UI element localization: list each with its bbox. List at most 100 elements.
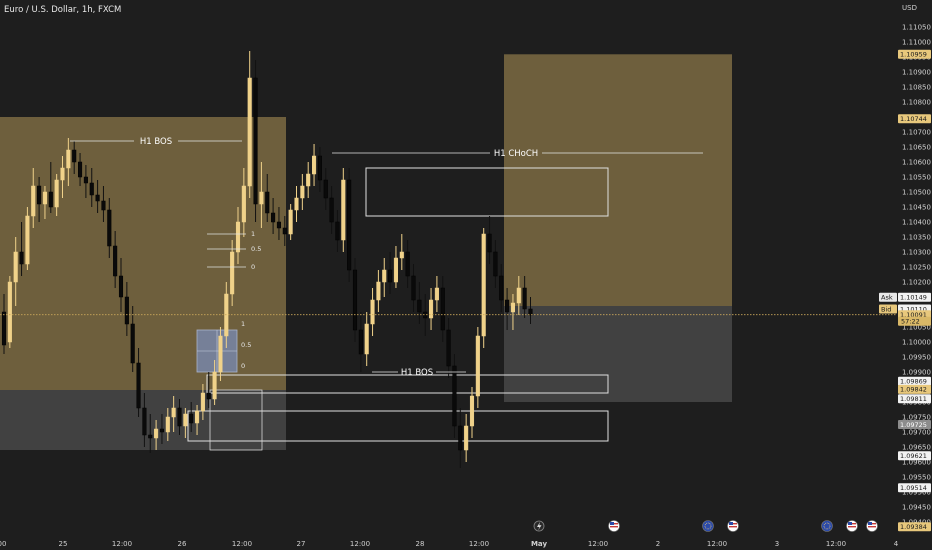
candle-body (154, 428, 159, 439)
fib-upper-label: 0.5 (251, 245, 261, 253)
chart-title: Euro / U.S. Dollar, 1h, FXCM (4, 5, 121, 15)
candle-body (352, 269, 358, 331)
price-badge (898, 451, 931, 461)
price-tick-label: 1.11050 (902, 24, 931, 32)
candle-body (66, 149, 71, 169)
time-tick-label: 3 (775, 540, 779, 548)
price-badge-label: 1.10091 (900, 311, 927, 319)
candle-body (505, 299, 510, 313)
candle-body (177, 407, 182, 427)
price-tick-label: 1.10600 (902, 159, 931, 167)
ask-label: Ask (881, 294, 893, 302)
price-badge-label: 1.09621 (900, 452, 927, 460)
candle-body (235, 221, 241, 253)
us-flag-icon (727, 520, 739, 532)
candle-body (142, 407, 147, 436)
candle-body (78, 161, 83, 178)
countdown-badge (898, 316, 931, 326)
price-tick-label: 1.11000 (902, 39, 931, 47)
flag-circle (702, 520, 714, 532)
price-badge-label: 1.09842 (900, 386, 927, 394)
us-flag-icon (846, 520, 858, 532)
flag-stars (704, 522, 712, 530)
flag-stripe (848, 526, 856, 528)
candle-body (393, 257, 398, 283)
candle-body (510, 302, 515, 313)
candle-body (323, 179, 328, 199)
candle-body (230, 251, 235, 295)
candle-body (183, 413, 188, 427)
price-badge-label: 1.10959 (900, 51, 927, 59)
eu-flag-icon (702, 520, 714, 532)
fib-upper-label: 0 (251, 263, 255, 271)
candle-body (101, 200, 106, 211)
flag-stripe (868, 526, 876, 528)
price-tick-label: 1.10650 (902, 144, 931, 152)
candle-body (271, 212, 276, 223)
flag-stripe (610, 526, 618, 528)
candle-body (247, 77, 252, 187)
bos-label-lower: H1 BOS (401, 368, 433, 378)
time-tick-label: 4 (894, 540, 899, 548)
flag-canton (868, 522, 872, 525)
candle-body (429, 299, 434, 319)
price-tick-label: 1.09450 (902, 504, 931, 512)
candle-body (364, 323, 369, 355)
candle-body (493, 251, 498, 277)
candle-body (300, 185, 305, 199)
candle-body (195, 410, 200, 424)
candle-body (481, 233, 486, 337)
countdown-label: 57:22 (901, 318, 920, 326)
candle-body (399, 251, 404, 259)
candle-body (376, 281, 381, 301)
candle-body (440, 287, 445, 331)
candle-body (294, 197, 299, 211)
candle-body (212, 371, 217, 400)
price-badge (898, 49, 931, 59)
price-tick-label: 1.10550 (902, 174, 931, 182)
candle-body (113, 245, 118, 277)
time-tick-label: 12:00 (826, 540, 846, 548)
candle-body (31, 185, 36, 217)
bid-tag (879, 304, 897, 314)
price-badge (898, 292, 931, 302)
candle-body (95, 194, 100, 202)
price-tick-label: 1.09650 (902, 444, 931, 452)
price-tick-label: 1.10300 (902, 249, 931, 257)
candle-body (358, 329, 363, 355)
candle-body (48, 191, 53, 208)
candle-body (452, 365, 457, 427)
bos-label-upper: H1 BOS (140, 137, 172, 147)
candle-body (329, 197, 334, 223)
flag-stripe (729, 526, 737, 528)
candle-body (411, 275, 416, 301)
price-badge-label: 1.10110 (900, 305, 927, 313)
time-tick-label: 12:00 (232, 540, 252, 548)
candle-body (148, 434, 153, 439)
candle-body (130, 323, 135, 364)
candle-body (446, 329, 451, 367)
candle-body (417, 299, 422, 313)
price-tick-label: 1.10250 (902, 264, 931, 272)
candle-body (259, 191, 264, 205)
candle-body (276, 221, 281, 229)
price-tick-label: 1.09700 (902, 429, 931, 437)
candle-body (487, 233, 492, 253)
candle-body (136, 362, 141, 409)
candle-body (312, 155, 317, 175)
candle-body (241, 185, 246, 223)
time-tick-label: 12:00 (707, 540, 727, 548)
us-flag-icon (866, 520, 878, 532)
candle-body (165, 416, 170, 433)
candle-body (37, 185, 42, 205)
candle-body (265, 191, 270, 214)
time-tick-label: 2 (656, 540, 660, 548)
price-tick-label: 1.10850 (902, 84, 931, 92)
fib-lower-label: 0 (241, 362, 245, 370)
target-zone-upper (504, 54, 732, 306)
price-tick-label: 1.09550 (902, 474, 931, 482)
time-tick-label: 12:00 (350, 540, 370, 548)
candle-body (317, 155, 322, 181)
candle-body (341, 179, 346, 241)
